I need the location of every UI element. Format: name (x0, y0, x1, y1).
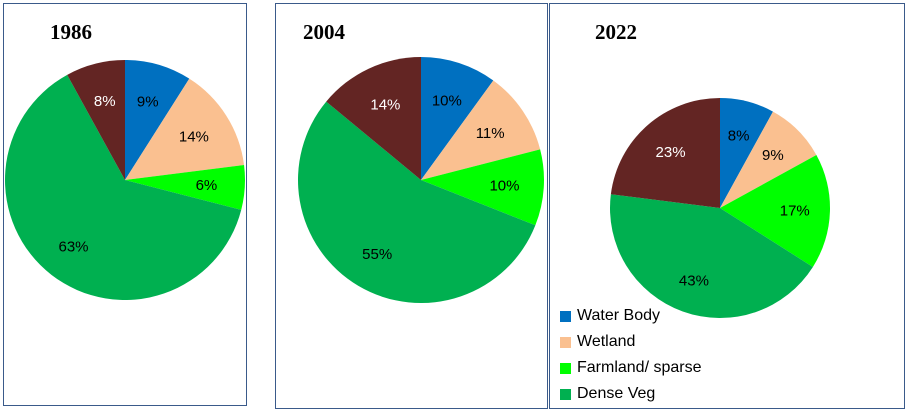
pie-slice (125, 78, 245, 180)
data-label: 10% (489, 177, 519, 194)
pie-slice (421, 149, 544, 226)
legend: Water Body Wetland Farmland/ sparse Dens… (560, 303, 702, 407)
data-label: 55% (362, 246, 392, 263)
panel-2004 (275, 3, 548, 409)
panel-2022 (549, 3, 905, 409)
legend-item: Farmland/ sparse (560, 355, 702, 381)
pie-slice (610, 98, 720, 208)
data-label: 43% (679, 272, 709, 289)
data-label: 6% (196, 177, 218, 194)
data-label: 9% (762, 147, 784, 164)
panel-1986 (3, 3, 247, 406)
pie-slice (609, 194, 813, 319)
pie-slice (421, 80, 541, 180)
pie-slice (421, 57, 494, 180)
data-label: 63% (59, 238, 89, 255)
legend-label: Wetland (577, 333, 636, 350)
data-label: 10% (432, 92, 462, 109)
legend-item: Water Body (560, 303, 702, 329)
data-label: 8% (728, 128, 750, 145)
data-label: 14% (179, 128, 209, 145)
pie-slice (720, 98, 773, 208)
pie-slice (297, 101, 536, 304)
legend-item: Dense Veg (560, 381, 702, 407)
chart-title-2022: 2022 (595, 20, 637, 44)
legend-label: Dense Veg (577, 385, 656, 402)
chart-title-2004: 2004 (303, 20, 345, 44)
data-label: 14% (370, 96, 400, 113)
legend-label: Farmland/ sparse (577, 359, 702, 376)
data-label: 23% (656, 144, 686, 161)
data-label: 11% (476, 125, 505, 142)
pie-slice (67, 60, 125, 180)
pie-slice (125, 164, 245, 210)
legend-label: Water Body (577, 307, 660, 324)
pie-slice (720, 155, 830, 267)
data-label: 17% (780, 202, 810, 219)
pie-slice (326, 57, 421, 180)
data-label: 9% (137, 94, 159, 111)
pie-slice (125, 60, 190, 180)
chart-title-1986: 1986 (50, 20, 92, 44)
pie-slice (4, 74, 242, 300)
data-label: 8% (94, 93, 116, 110)
legend-item: Wetland (560, 329, 702, 355)
pie-slice (720, 111, 817, 208)
